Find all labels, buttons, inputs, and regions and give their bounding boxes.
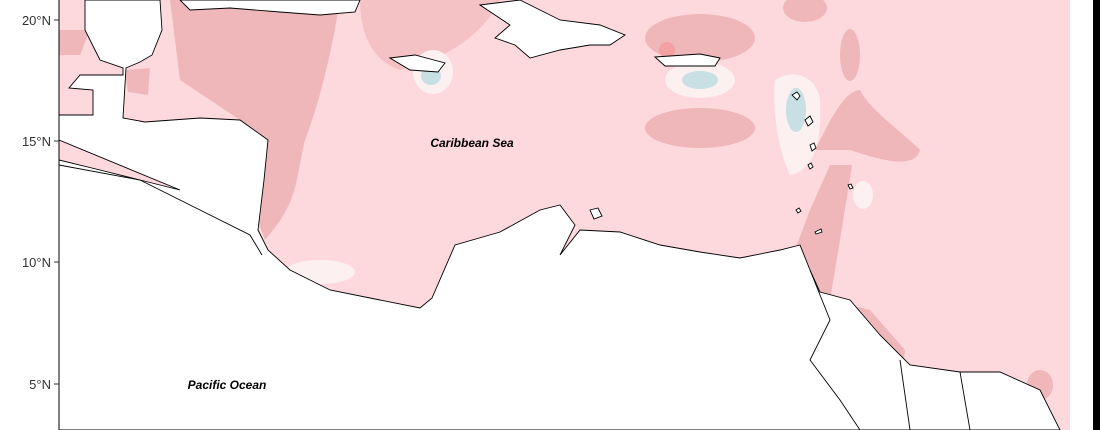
caribbean-sea-label: Caribbean Sea <box>430 136 514 150</box>
pacific-ocean-label: Pacific Ocean <box>188 378 267 392</box>
negative-region-pr <box>682 71 718 89</box>
lesser-antilles <box>791 91 854 235</box>
y-axis-ticks: 20°N 15°N 10°N 5°N <box>22 13 59 392</box>
central-south-america <box>59 0 1061 430</box>
anomaly-region-north <box>783 0 827 22</box>
anomaly-region-antilles-east <box>815 90 920 162</box>
country-border <box>59 164 263 256</box>
map-panel <box>59 0 1070 430</box>
anomaly-region-central <box>645 108 755 148</box>
anomaly-region-belize <box>125 68 150 95</box>
tick-label-15n: 15°N <box>22 134 51 149</box>
anomaly-region-western-caribbean <box>170 0 340 240</box>
cuba <box>179 0 361 16</box>
tick-label-10n: 10°N <box>22 255 51 270</box>
peak-region-pr <box>659 42 675 58</box>
right-border <box>1093 0 1100 430</box>
tick-label-5n: 5°N <box>29 377 51 392</box>
anomaly-region-cuba <box>360 0 500 70</box>
jamaica <box>388 54 446 73</box>
land-masses <box>59 0 1061 430</box>
tick-label-20n: 20°N <box>22 13 51 28</box>
weak-region-barbados <box>853 181 873 209</box>
country-border-guianas <box>809 269 971 430</box>
aruba-curacao <box>589 207 603 220</box>
puerto-rico <box>653 53 721 67</box>
anomaly-region-gulf <box>59 30 90 55</box>
hispaniola <box>478 0 626 59</box>
negative-region-antilles <box>786 88 806 132</box>
anomaly-region-northeast <box>840 29 860 81</box>
